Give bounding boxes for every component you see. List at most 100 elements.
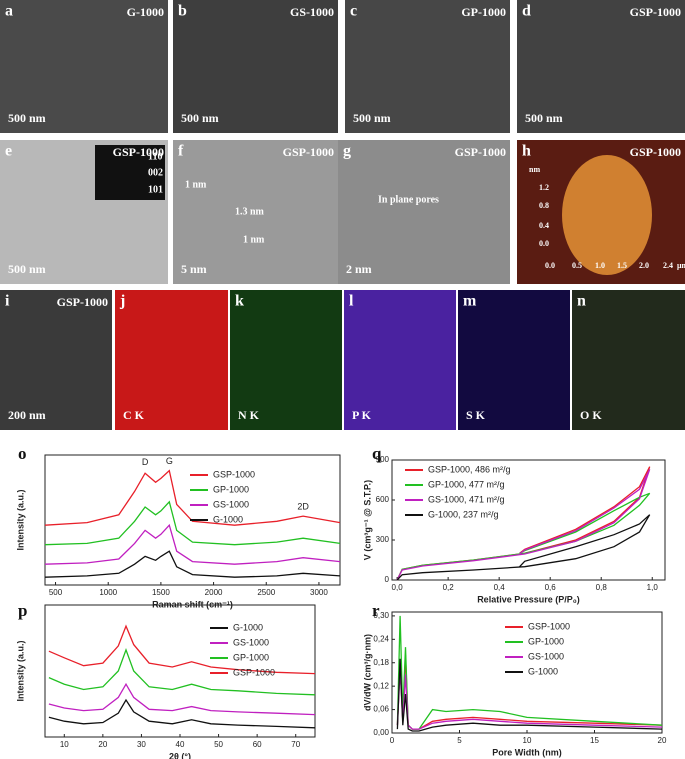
panel-annotation: 101	[148, 184, 163, 195]
series-line	[44, 523, 341, 565]
y-tick-label: 0,06	[373, 705, 389, 714]
plot-frame	[391, 459, 666, 581]
x-tick-label: 1500	[152, 588, 170, 597]
x-tick-label: 500	[49, 588, 63, 597]
panel-annotation: 1.0	[595, 261, 605, 270]
panel-annotation: 1.3 nm	[235, 206, 265, 217]
y-tick-label: 0,12	[373, 681, 389, 690]
legend-label: G-1000	[528, 666, 558, 676]
series-line	[44, 469, 341, 526]
legend-label: GS-1000	[528, 651, 564, 661]
panel-letter: m	[463, 293, 477, 310]
panel-letter: h	[522, 143, 531, 160]
y-tick-label: 0,18	[373, 658, 389, 667]
legend-label: GS-1000	[233, 637, 269, 647]
x-axis-label: Raman shift (cm⁻¹)	[152, 599, 233, 609]
panel-annotation: 0.4	[539, 221, 549, 230]
legend-label: GS-1000	[213, 499, 249, 509]
panel-caption: 500 nm	[353, 111, 391, 125]
chart-letter: o	[18, 444, 27, 463]
micrograph	[572, 290, 685, 430]
annotation: G	[166, 456, 173, 466]
panel-letter: a	[5, 3, 13, 20]
panel-caption: 500 nm	[8, 111, 46, 125]
chart-letter: r	[372, 601, 380, 620]
y-tick-label: 0,24	[373, 634, 389, 643]
x-tick-label: 1000	[99, 588, 117, 597]
panel-annotation: 0.0	[545, 261, 555, 270]
micrograph	[0, 290, 112, 430]
x-tick-label: 2500	[257, 588, 275, 597]
panel-letter: l	[349, 293, 354, 310]
x-tick-label: 0,2	[443, 583, 455, 592]
legend-label: GSP-1000	[213, 469, 255, 479]
panel-annotation: 1 nm	[243, 234, 265, 245]
series-line	[396, 469, 651, 581]
panel-title: G-1000	[127, 5, 164, 19]
panel-annotation: 1 nm	[185, 179, 207, 190]
x-axis-label: Relative Pressure (P/P₀)	[477, 594, 580, 604]
micrograph	[173, 140, 338, 284]
legend-label: G-1000, 237 m²/g	[428, 509, 499, 519]
panel-letter: f	[178, 143, 184, 160]
x-tick-label: 70	[291, 740, 300, 749]
y-axis-label: dV/dW (cm³/g·nm)	[362, 634, 372, 711]
legend-label: GP-1000	[213, 484, 249, 494]
panel-caption: 5 nm	[181, 262, 207, 276]
panel-caption: S K	[466, 408, 486, 422]
series-line	[48, 648, 316, 696]
x-tick-label: 60	[253, 740, 262, 749]
panel-annotation: 002	[148, 167, 163, 178]
x-tick-label: 0,4	[494, 583, 506, 592]
afm-flake	[562, 155, 652, 275]
legend-label: G-1000	[233, 622, 263, 632]
micrograph	[458, 290, 570, 430]
x-tick-label: 20	[98, 740, 107, 749]
chart-letter: q	[372, 444, 382, 463]
micrograph	[344, 290, 456, 430]
x-tick-label: 20	[658, 736, 667, 745]
panel-title: GSP-1000	[455, 145, 506, 159]
legend-label: GSP-1000	[528, 621, 570, 631]
y-axis-label: Intensity (a.u.)	[15, 640, 25, 701]
panel-letter: d	[522, 3, 531, 20]
panel-caption: N K	[238, 408, 260, 422]
panel-caption: 2 nm	[346, 262, 372, 276]
legend-label: GS-1000, 471 m²/g	[428, 494, 505, 504]
x-tick-label: 15	[590, 736, 599, 745]
panel-caption: 500 nm	[181, 111, 219, 125]
panel-annotation: In plane pores	[378, 194, 439, 205]
panel-letter: c	[350, 3, 357, 20]
micrograph	[115, 290, 228, 430]
panel-title: GSP-1000	[630, 5, 681, 19]
series-line	[396, 492, 651, 581]
panel-title: GSP-1000	[113, 145, 164, 159]
annotation: D	[142, 457, 149, 467]
x-axis-label: Pore Width (nm)	[492, 747, 561, 757]
panel-caption: O K	[580, 408, 602, 422]
plot-frame	[44, 454, 341, 586]
panel-letter: k	[235, 293, 244, 310]
panel-letter: g	[343, 143, 351, 160]
series-line	[48, 698, 316, 729]
panel-annotation: 110	[148, 151, 162, 162]
panel-caption: 500 nm	[525, 111, 563, 125]
micrograph	[173, 0, 338, 133]
panel-annotation: 0.0	[539, 239, 549, 248]
x-tick-label: 2000	[205, 588, 223, 597]
legend-label: GP-1000, 477 m²/g	[428, 479, 505, 489]
x-tick-label: 0,8	[596, 583, 608, 592]
micrograph	[517, 0, 685, 133]
y-axis-label: V (cm³g⁻¹ @ S.T.P.)	[362, 480, 372, 560]
x-tick-label: 0,6	[545, 583, 557, 592]
panel-title: GS-1000	[290, 5, 334, 19]
legend-label: GSP-1000	[233, 667, 275, 677]
series-line	[48, 624, 316, 675]
panel-title: GSP-1000	[57, 295, 108, 309]
legend-label: GP-1000	[233, 652, 269, 662]
y-tick-label: 600	[376, 495, 390, 504]
y-tick-label: 0	[385, 575, 390, 584]
panel-annotation: 0.5	[572, 261, 582, 270]
